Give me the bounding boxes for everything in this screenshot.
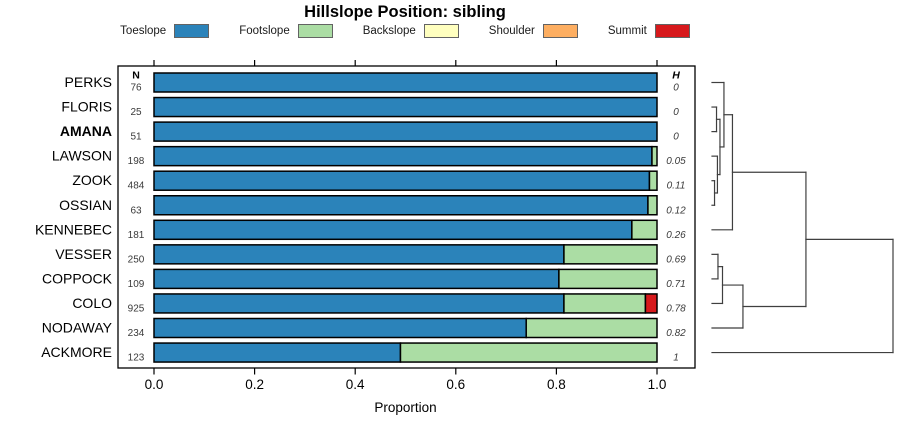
- x-tick-label: 1.0: [648, 377, 667, 392]
- bar-segment-toeslope: [153, 121, 658, 142]
- bar-segment-footslope: [647, 195, 658, 216]
- row-n-value: 25: [130, 107, 142, 118]
- legend-swatch: [297, 24, 333, 38]
- row-label: LAWSON: [52, 148, 112, 164]
- row-n-value: 198: [128, 156, 145, 167]
- bar-segment-toeslope: [153, 293, 565, 314]
- bar-segment-summit: [644, 293, 658, 314]
- bar-segment-footslope: [563, 293, 647, 314]
- row-label: OSSIAN: [59, 197, 112, 213]
- plot-box: [117, 65, 696, 369]
- legend-item: Backslope: [363, 24, 459, 38]
- row-h-value: 0.05: [666, 156, 686, 167]
- bar-segment-footslope: [563, 244, 658, 265]
- bar-segment-toeslope: [153, 72, 658, 93]
- bar-segment-footslope: [631, 219, 658, 241]
- row-h-value: 0.12: [666, 205, 686, 216]
- x-axis-label: Proportion: [374, 400, 436, 415]
- legend-item: Shoulder: [489, 24, 578, 38]
- legend-label: Toeslope: [120, 25, 167, 37]
- row-n-value: 925: [128, 303, 145, 314]
- legend: Toeslope Footslope Backslope Shoulder Summit: [0, 22, 810, 40]
- x-tick-label: 0.2: [245, 377, 264, 392]
- row-h-value: 0: [673, 132, 679, 143]
- row-label: VESSER: [55, 246, 112, 262]
- row-n-value: 63: [130, 205, 142, 216]
- bar-segment-footslope: [525, 317, 658, 339]
- legend-label: Summit: [607, 25, 647, 37]
- row-label: COLO: [72, 295, 112, 311]
- row-label: KENNEBEC: [35, 221, 112, 237]
- row-h-value: 0.82: [666, 328, 686, 339]
- row-label: AMANA: [60, 123, 112, 139]
- bar-segment-toeslope: [153, 219, 633, 241]
- row-label: ACKMORE: [41, 344, 112, 360]
- row-n-value: 484: [128, 181, 145, 192]
- legend-swatch: [542, 24, 578, 38]
- row-n-value: 234: [128, 328, 145, 339]
- legend-swatch: [423, 24, 459, 38]
- row-n-value: 76: [130, 83, 142, 94]
- bar-segment-toeslope: [153, 145, 653, 167]
- chart-title: Hillslope Position: sibling: [304, 3, 506, 21]
- x-tick-label: 0.8: [547, 377, 566, 392]
- bar-segment-toeslope: [153, 170, 651, 191]
- x-tick-label: 0.4: [346, 377, 365, 392]
- row-h-value: 0.78: [666, 303, 686, 314]
- row-n-value: 181: [128, 230, 145, 241]
- h-column-header: H: [672, 70, 680, 82]
- row-h-value: 0: [673, 83, 679, 94]
- x-tick-label: 0.6: [446, 377, 465, 392]
- row-h-value: 0.69: [666, 254, 686, 265]
- legend-item: Footslope: [239, 24, 333, 38]
- legend-label: Footslope: [239, 25, 290, 37]
- legend-swatch: [174, 24, 210, 38]
- row-n-value: 51: [130, 132, 142, 143]
- bar-segment-footslope: [651, 145, 658, 167]
- row-h-value: 0.71: [666, 279, 685, 290]
- legend-item: Summit: [608, 24, 690, 38]
- row-n-value: 250: [128, 254, 145, 265]
- row-label: COPPOCK: [42, 270, 113, 286]
- n-column-header: N: [132, 70, 140, 82]
- bar-segment-toeslope: [153, 268, 560, 290]
- row-h-value: 0.11: [667, 181, 686, 192]
- row-label: PERKS: [65, 74, 112, 90]
- row-h-value: 1: [673, 353, 679, 364]
- x-tick-label: 0.0: [145, 377, 164, 392]
- row-label: NODAWAY: [42, 320, 113, 336]
- bar-segment-toeslope: [153, 244, 565, 265]
- row-n-value: 109: [128, 279, 145, 290]
- bar-segment-footslope: [648, 170, 658, 191]
- row-h-value: 0: [673, 107, 679, 118]
- bar-segment-toeslope: [153, 342, 402, 363]
- legend-label: Backslope: [362, 25, 416, 37]
- bar-segment-toeslope: [153, 96, 658, 118]
- row-label: ZOOK: [72, 172, 112, 188]
- bar-segment-toeslope: [153, 317, 527, 339]
- row-h-value: 0.26: [666, 230, 686, 241]
- row-label: FLORIS: [61, 99, 112, 115]
- bar-segment-footslope: [558, 268, 658, 290]
- bar-segment-toeslope: [153, 195, 649, 216]
- legend-item: Toeslope: [120, 24, 210, 38]
- legend-swatch: [654, 24, 690, 38]
- row-n-value: 123: [128, 353, 145, 364]
- legend-label: Shoulder: [488, 25, 535, 37]
- bar-segment-footslope: [399, 342, 658, 363]
